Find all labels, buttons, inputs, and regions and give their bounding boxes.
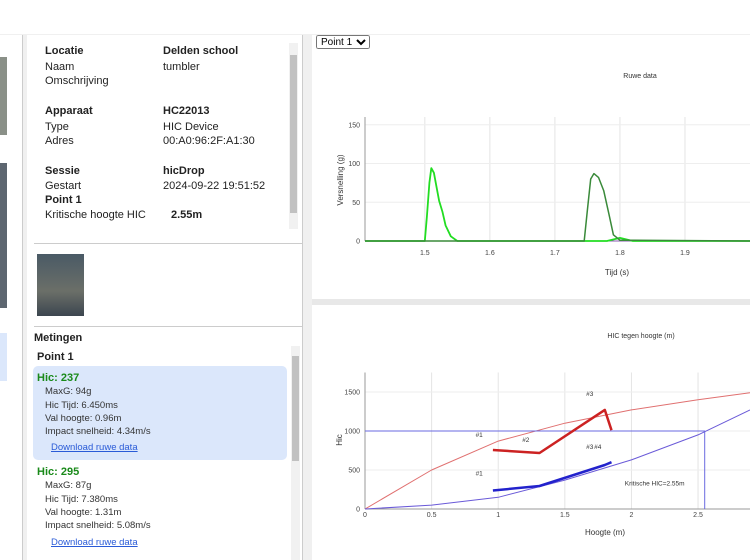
scroll-thumb[interactable] — [290, 55, 297, 213]
photo-thumbnail[interactable] — [37, 254, 84, 316]
value: 2024-09-22 19:51:52 — [163, 180, 266, 192]
download-link[interactable]: Download ruwe data — [51, 537, 138, 548]
label: Kritische hoogte HIC — [45, 209, 146, 221]
label: Naam — [45, 61, 75, 73]
hic-value: Hic: 295 — [37, 466, 80, 478]
x-axis-label: Hoogte (m) — [585, 528, 625, 537]
series-line — [364, 392, 750, 510]
y-tick-label: 1000 — [344, 429, 360, 436]
measure-row: Val hoogte: 0.96m — [45, 413, 122, 424]
y-tick-label: 1500 — [344, 390, 360, 397]
chart-title: Ruwe data — [623, 73, 657, 80]
series-line — [492, 461, 612, 492]
section-title: Metingen — [34, 332, 83, 344]
label: Omschrijving — [45, 75, 109, 87]
measure-row: Impact snelheid: 5.08m/s — [45, 520, 151, 531]
x-tick-label: 0 — [363, 512, 367, 519]
x-tick-label: 1.9 — [680, 250, 690, 257]
scroll-thumb[interactable] — [292, 356, 299, 461]
label: Apparaat — [45, 105, 93, 117]
x-tick-label: 1.6 — [485, 250, 495, 257]
measure-row: Impact snelheid: 4.34m/s — [45, 426, 151, 437]
annotation: #3 — [586, 444, 594, 451]
label: Sessie — [45, 165, 80, 177]
label: Locatie — [45, 45, 84, 57]
annotation: #2 — [522, 437, 530, 444]
left-strip — [0, 35, 23, 560]
series-line — [365, 167, 750, 242]
value: hicDrop — [163, 165, 205, 177]
series-line — [365, 172, 750, 242]
x-tick-label: 2.5 — [693, 512, 703, 519]
divider — [34, 326, 302, 327]
value: tumbler — [163, 61, 200, 73]
chart-separator — [312, 299, 750, 305]
measure-row: MaxG: 87g — [45, 480, 92, 491]
x-tick-label: 1.5 — [560, 512, 570, 519]
annotation: #4 — [594, 444, 602, 451]
top-bar — [0, 0, 750, 34]
selected-card[interactable] — [33, 366, 287, 460]
image-fragment — [0, 163, 7, 308]
selected-fragment — [0, 333, 7, 381]
y-tick-label: 150 — [348, 122, 360, 129]
label: Type — [45, 121, 69, 133]
y-tick-label: 0 — [356, 239, 360, 246]
measure-row: MaxG: 94g — [45, 386, 92, 397]
series-line — [492, 408, 613, 455]
label: Gestart — [45, 180, 82, 192]
y-axis-label: Versnelling (g) — [336, 154, 345, 205]
y-tick-label: 500 — [348, 468, 360, 475]
x-axis-label: Tijd (s) — [605, 268, 629, 277]
download-link[interactable]: Download ruwe data — [51, 442, 138, 453]
annotation: Kritische HIC=2.55m — [625, 481, 685, 488]
x-tick-label: 0.5 — [427, 512, 437, 519]
x-tick-label: 1.7 — [550, 250, 560, 257]
value: HC22013 — [163, 105, 210, 117]
value: 2.55m — [171, 209, 203, 221]
hic-value: Hic: 237 — [37, 372, 80, 384]
x-tick-label: 1 — [496, 512, 500, 519]
chart-title: HIC tegen hoogte (m) — [607, 333, 674, 340]
value: Delden school — [163, 45, 239, 57]
info-panel — [27, 35, 303, 560]
series-line — [365, 430, 706, 509]
x-tick-label: 1.8 — [615, 250, 625, 257]
annotation: #3 — [586, 391, 594, 398]
value: HIC Device — [163, 121, 219, 133]
measure-row: Hic Tijd: 7.380ms — [45, 494, 118, 505]
annotation: #1 — [476, 432, 484, 439]
scrollbar[interactable] — [289, 43, 298, 229]
point-label: Point 1 — [45, 194, 82, 206]
value: 00:A0:96:2F:A1:30 — [163, 135, 255, 147]
measure-row: Hic Tijd: 6.450ms — [45, 400, 118, 411]
point-label: Point 1 — [37, 351, 74, 363]
scrollbar[interactable] — [291, 346, 300, 560]
measure-row: Val hoogte: 1.31m — [45, 507, 122, 518]
image-fragment — [0, 57, 7, 135]
x-tick-label: 1.5 — [420, 250, 430, 257]
y-tick-label: 0 — [356, 507, 360, 514]
y-tick-label: 50 — [352, 200, 360, 207]
y-axis-label: Hic — [335, 434, 344, 446]
divider — [34, 243, 302, 244]
y-tick-label: 100 — [348, 161, 360, 168]
label: Adres — [45, 135, 74, 147]
annotation: #1 — [476, 470, 484, 477]
x-tick-label: 2 — [629, 512, 633, 519]
series-line — [364, 409, 750, 510]
point-select[interactable]: Point 1 — [316, 35, 370, 49]
chart-area — [312, 35, 750, 560]
